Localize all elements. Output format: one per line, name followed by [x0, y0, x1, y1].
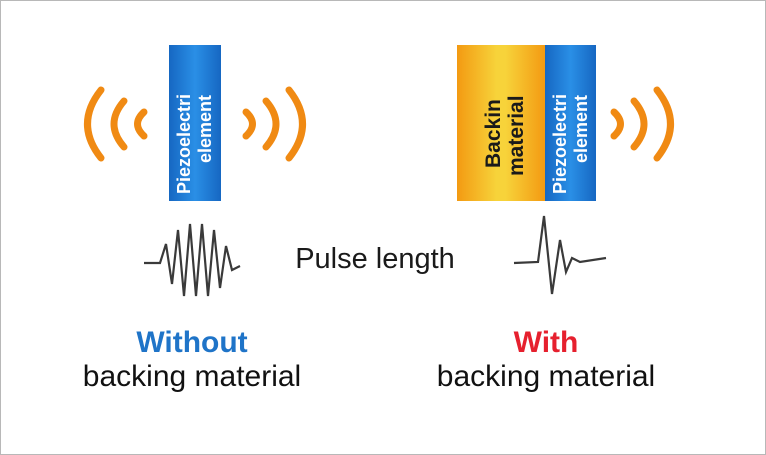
wave-arc	[262, 97, 280, 151]
wave-arc	[653, 86, 674, 162]
right-piezo-label-line2: element	[571, 95, 591, 163]
right-caption: With backing material	[412, 326, 680, 394]
left-caption-rest: backing material	[82, 360, 302, 393]
backing-label-line1: Backin	[482, 99, 505, 168]
left-piezo-label-line2: element	[195, 95, 215, 163]
wave-arc	[84, 86, 105, 162]
right-piezo-label-line1: Piezoelectri	[550, 94, 570, 194]
backing-material-block	[457, 45, 545, 201]
left-wave-arcs-right	[242, 86, 306, 162]
left-caption: Without backing material	[58, 326, 326, 394]
left-transducer: Piezoelectri element	[169, 45, 221, 201]
backing-label-line2: material	[505, 95, 528, 176]
right-piezo-element	[545, 45, 596, 201]
wave-arc	[630, 97, 648, 151]
pulse-length-label: Pulse length	[295, 243, 455, 275]
right-wave-arcs	[610, 86, 674, 162]
left-piezo-label-line1: Piezoelectri	[174, 94, 194, 194]
right-transducer: Backin material Piezoelectri element	[457, 45, 596, 201]
left-caption-emphasis: Without	[136, 326, 248, 359]
long-pulse-waveform	[144, 223, 241, 297]
left-wave-arcs-left	[84, 86, 148, 162]
wave-arc	[110, 97, 128, 151]
right-caption-emphasis: With	[513, 326, 579, 359]
wave-arc	[134, 108, 148, 140]
left-piezo-element	[169, 45, 221, 201]
wave-arc	[610, 108, 624, 140]
short-pulse-waveform	[513, 215, 607, 295]
right-caption-rest: backing material	[436, 360, 656, 393]
wave-arc	[285, 86, 306, 162]
wave-arc	[242, 108, 256, 140]
